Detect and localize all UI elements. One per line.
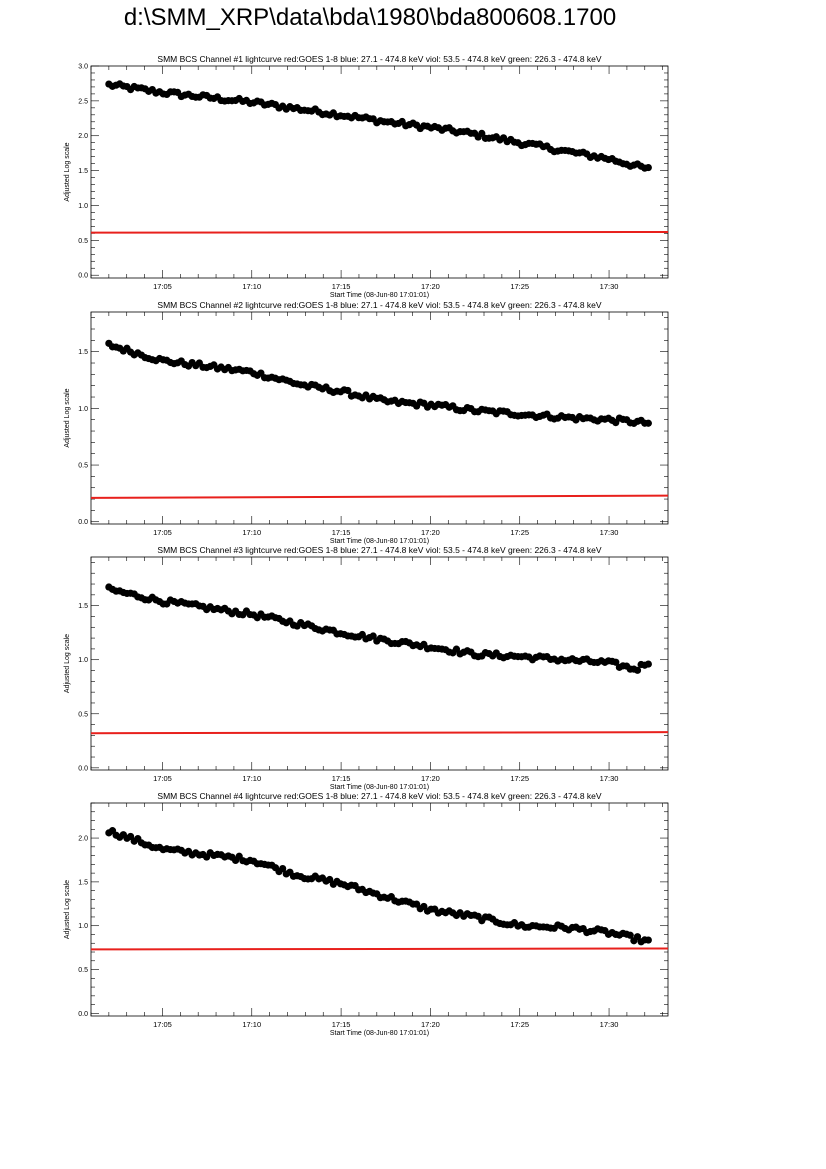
x-axis-label: Start Time (08-Jun-80 17:01:01) [330,1030,429,1037]
x-tick-label: 17:05 [153,774,172,783]
plot-frame [90,65,669,279]
y-axis-label: Adjusted Log scale [64,142,71,201]
chart-title: SMM BCS Channel #2 lightcurve red:GOES 1… [157,300,601,310]
x-tick-label: 17:15 [332,282,351,291]
chart-panel-2: SMM BCS Channel #2 lightcurve red:GOES 1… [64,300,669,545]
data-point [633,933,642,941]
y-tick-label: 1.0 [78,923,88,930]
y-tick-label: 1.5 [78,349,88,356]
y-tick-label: 1.5 [78,879,88,886]
x-axis-label: Start Time (08-Jun-80 17:01:01) [330,784,429,791]
x-tick-label: 17:25 [510,774,529,783]
plot-frame [90,802,669,1017]
y-tick-label: 2.0 [78,836,88,843]
data-point [644,163,652,172]
y-tick-label: 1.0 [78,657,88,664]
x-tick-label: 17:30 [600,528,619,537]
y-tick-label: 1.5 [78,603,88,610]
y-tick-label: 0.5 [78,463,88,470]
data-point [369,632,377,640]
x-tick-label: 17:25 [510,282,529,291]
x-tick-label: 17:05 [153,282,172,291]
plot-frame [90,311,669,525]
x-axis-label: Start Time (08-Jun-80 17:01:01) [330,538,429,545]
data-point [644,419,652,427]
x-tick-label: 17:20 [421,1020,440,1029]
x-tick-label: 17:30 [600,1020,619,1029]
y-tick-label: 0.5 [78,711,88,718]
x-tick-label: 17:30 [600,282,619,291]
x-tick-label: 17:25 [510,528,529,537]
plot-frame [90,556,669,771]
x-tick-label: 17:20 [421,528,440,537]
y-tick-label: 1.5 [78,168,88,175]
y-axis-label: Adjusted Log scale [64,880,71,939]
y-tick-label: 2.5 [78,98,88,105]
x-tick-label: 17:05 [153,1020,172,1029]
x-tick-label: 17:10 [242,1020,261,1029]
x-tick-label: 17:15 [332,1020,351,1029]
goes-flux-line [90,731,669,735]
y-tick-label: 0.5 [78,238,88,245]
chart-title: SMM BCS Channel #3 lightcurve red:GOES 1… [157,545,601,555]
y-tick-label: 0.0 [78,765,88,772]
x-tick-label: 17:25 [510,1020,529,1029]
x-tick-label: 17:20 [421,282,440,291]
chart-panel-4: SMM BCS Channel #4 lightcurve red:GOES 1… [64,791,669,1037]
x-tick-label: 17:20 [421,774,440,783]
x-tick-label: 17:30 [600,774,619,783]
page-title: d:\SMM_XRP\data\bda\1980\bda800608.1700 [123,4,617,31]
y-tick-label: 2.0 [78,133,88,140]
goes-flux-line [90,230,669,234]
x-tick-label: 17:10 [242,282,261,291]
data-point [344,386,352,395]
y-tick-label: 0.0 [78,273,88,280]
y-tick-label: 3.0 [78,64,88,71]
y-axis-label: Adjusted Log scale [64,388,71,447]
chart-panel-3: SMM BCS Channel #3 lightcurve red:GOES 1… [64,545,669,791]
y-tick-label: 1.0 [78,203,88,210]
data-point [633,666,642,674]
x-tick-label: 17:10 [242,774,261,783]
data-point [478,129,486,137]
y-axis-label: Adjusted Log scale [64,634,71,693]
data-point [626,931,634,939]
chart-title: SMM BCS Channel #4 lightcurve red:GOES 1… [157,791,601,801]
y-tick-label: 0.5 [78,967,88,974]
x-tick-label: 17:15 [332,774,351,783]
data-point [612,658,620,666]
goes-flux-line [90,947,669,951]
goes-flux-line [90,494,669,499]
chart-title: SMM BCS Channel #1 lightcurve red:GOES 1… [157,54,601,64]
data-point [644,936,652,944]
chart-panel-1: SMM BCS Channel #1 lightcurve red:GOES 1… [64,54,669,299]
y-tick-label: 0.0 [78,519,88,526]
y-tick-label: 0.0 [78,1011,88,1018]
y-tick-label: 1.0 [78,406,88,413]
x-tick-label: 17:05 [153,528,172,537]
x-axis-label: Start Time (08-Jun-80 17:01:01) [330,292,429,299]
data-point [279,864,287,873]
x-tick-label: 17:15 [332,528,351,537]
x-tick-label: 17:10 [242,528,261,537]
data-point [644,660,652,668]
